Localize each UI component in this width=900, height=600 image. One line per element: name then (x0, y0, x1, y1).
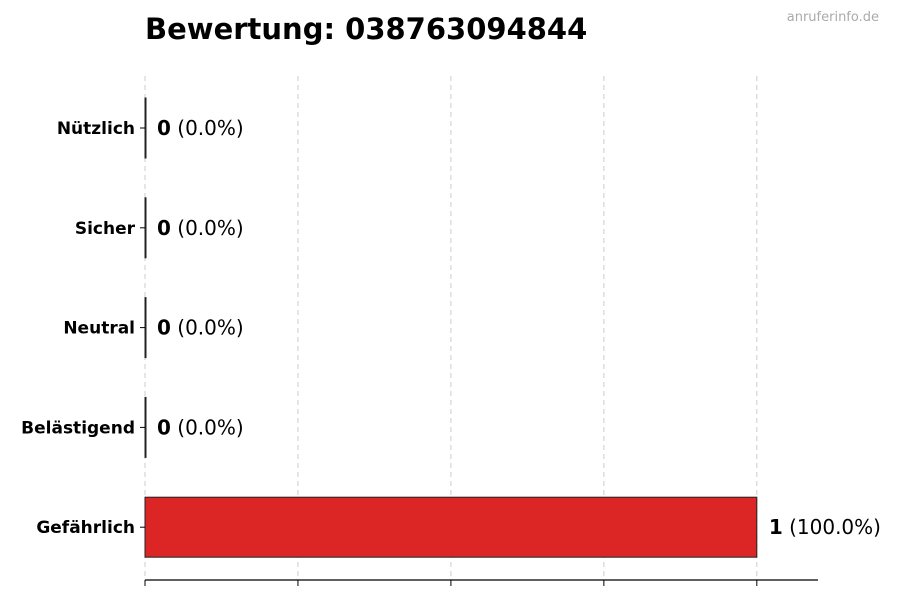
percent-label: (0.0%) (171, 316, 244, 340)
value-label: 1 (100.0%) (769, 515, 881, 539)
percent-label: (0.0%) (171, 216, 244, 240)
percent-label: (0.0%) (171, 415, 244, 439)
value-label: 0 (0.0%) (157, 116, 244, 140)
category-label: Nützlich (57, 119, 135, 139)
category-label: Belästigend (21, 418, 135, 438)
bar (144, 396, 147, 458)
percent-label: (100.0%) (783, 515, 881, 539)
count-label: 1 (769, 515, 783, 539)
bar (144, 197, 147, 259)
chart-title: Bewertung: 038763094844 (145, 12, 588, 46)
percent-label: (0.0%) (171, 116, 244, 140)
bar (144, 297, 147, 359)
category-label: Sicher (75, 219, 136, 239)
watermark: anruferinfo.de (786, 10, 879, 25)
count-label: 0 (157, 216, 171, 240)
bar (144, 496, 758, 558)
category-label: Gefährlich (36, 518, 135, 538)
category-label: Neutral (63, 319, 135, 339)
value-label: 0 (0.0%) (157, 415, 244, 439)
count-label: 0 (157, 116, 171, 140)
count-label: 0 (157, 316, 171, 340)
bar (144, 97, 147, 159)
count-label: 0 (157, 415, 171, 439)
value-label: 0 (0.0%) (157, 216, 244, 240)
value-label: 0 (0.0%) (157, 316, 244, 340)
